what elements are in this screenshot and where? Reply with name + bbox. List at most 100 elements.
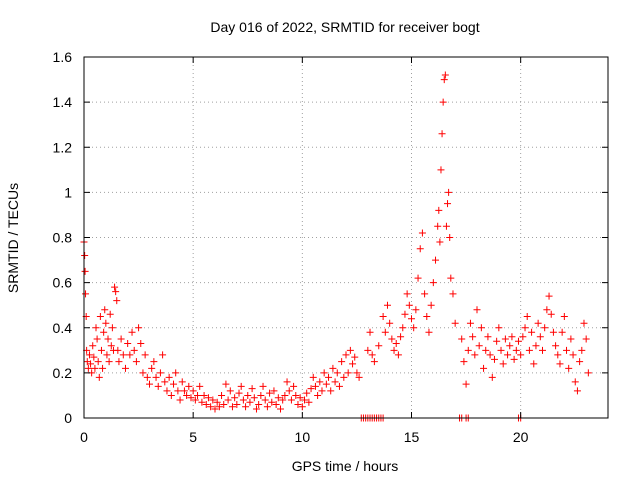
data-point: [167, 391, 175, 399]
data-point: [89, 342, 97, 350]
data-point: [405, 301, 413, 309]
data-point: [292, 391, 300, 399]
data-point: [94, 358, 102, 366]
y-tick-label: 1.4: [53, 94, 73, 110]
data-point: [178, 378, 186, 386]
data-point: [439, 98, 447, 106]
data-point: [91, 364, 99, 372]
data-point: [584, 369, 592, 377]
data-point: [425, 328, 433, 336]
data-point: [506, 342, 514, 350]
data-point: [370, 358, 378, 366]
data-point: [480, 364, 488, 372]
data-point: [446, 234, 454, 241]
data-point: [283, 378, 291, 386]
data-point: [194, 391, 202, 399]
data-point: [469, 333, 477, 341]
data-point: [541, 324, 549, 332]
y-tick-label: 0.6: [53, 275, 73, 291]
data-point: [119, 351, 127, 359]
data-point: [148, 364, 156, 372]
data-point: [504, 351, 512, 359]
data-point: [490, 355, 498, 363]
data-point: [427, 301, 435, 309]
data-point: [394, 351, 402, 359]
data-point: [128, 328, 136, 336]
data-point: [115, 358, 123, 366]
data-point: [333, 369, 341, 377]
data-point: [100, 328, 108, 336]
data-point: [497, 346, 505, 354]
data-point: [364, 346, 372, 354]
data-point: [329, 364, 337, 372]
x-axis-title: GPS time / hours: [292, 458, 399, 474]
data-point: [112, 288, 120, 296]
x-tick-label: 5: [189, 429, 197, 445]
data-point: [460, 358, 468, 366]
data-point: [248, 385, 256, 393]
data-point: [451, 319, 459, 327]
data-point: [294, 400, 302, 408]
data-point: [239, 396, 247, 404]
data-point: [263, 403, 271, 411]
data-point: [475, 342, 483, 350]
data-point: [482, 346, 490, 354]
chart-title: Day 016 of 2022, SRMTID for receiver bog…: [210, 19, 479, 35]
y-tick-label: 0.8: [53, 230, 73, 246]
data-point: [464, 346, 472, 354]
data-point: [137, 340, 145, 348]
plot-frame: [83, 56, 609, 419]
data-point: [344, 369, 352, 377]
data-point: [471, 351, 479, 359]
data-point: [303, 389, 311, 397]
y-tick-label: 0.2: [53, 365, 73, 381]
data-point: [279, 396, 287, 404]
data-point: [172, 369, 180, 377]
data-point: [438, 130, 446, 138]
data-point: [246, 398, 254, 406]
data-point: [437, 166, 445, 174]
data-point: [103, 351, 111, 359]
data-point: [106, 310, 114, 318]
data-point: [366, 328, 374, 336]
data-point: [569, 351, 577, 359]
data-point: [87, 360, 95, 368]
data-point: [383, 301, 391, 309]
data-point: [200, 391, 208, 399]
data-points: [80, 71, 592, 422]
data-point: [90, 353, 98, 361]
data-point: [146, 380, 153, 388]
data-point: [322, 380, 330, 388]
data-point: [549, 328, 557, 336]
data-point: [447, 274, 455, 282]
data-point: [477, 324, 485, 332]
data-point: [554, 351, 562, 359]
data-point: [235, 389, 243, 397]
data-point: [519, 333, 527, 341]
data-point: [261, 396, 269, 404]
data-point: [390, 346, 398, 354]
data-point: [353, 369, 361, 377]
data-point: [449, 290, 457, 298]
data-point: [170, 380, 178, 388]
data-point: [220, 400, 228, 408]
data-point: [231, 394, 239, 402]
data-point: [272, 400, 280, 408]
data-point: [250, 394, 258, 402]
data-point: [290, 382, 298, 390]
data-point: [215, 403, 223, 411]
data-point: [512, 346, 520, 354]
data-point: [325, 373, 333, 381]
data-point: [218, 391, 226, 399]
data-point: [528, 328, 536, 336]
x-tick-label: 0: [80, 429, 88, 445]
data-point: [132, 358, 140, 366]
data-point: [408, 315, 415, 323]
data-point: [556, 360, 564, 368]
data-point: [429, 279, 437, 287]
data-point: [81, 267, 89, 275]
data-point: [196, 382, 204, 390]
data-point: [233, 400, 241, 408]
data-point: [410, 324, 418, 332]
data-point: [259, 382, 267, 390]
